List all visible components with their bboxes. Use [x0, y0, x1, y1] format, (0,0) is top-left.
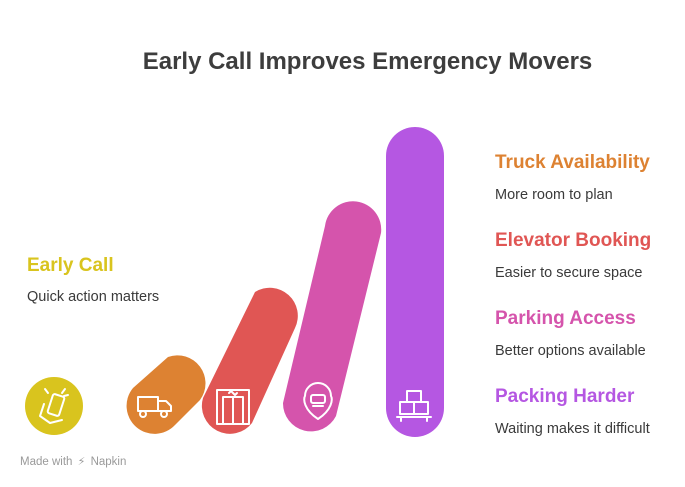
- bar-truck-availability: [126, 355, 206, 434]
- diagram-title: Early Call Improves Emergency Movers: [142, 48, 593, 75]
- bar-parking-access: [282, 201, 382, 432]
- stage-title-early-call: Early Call: [27, 255, 114, 276]
- stage-desc-packing-harder: Waiting makes it difficult: [495, 421, 650, 437]
- bar-packing-harder: [386, 127, 444, 437]
- stage-title-elevator-booking: Elevator Booking: [495, 230, 652, 251]
- truck-icon: [137, 396, 172, 418]
- napkin-logo-icon: ⚡: [77, 456, 86, 468]
- stage-title-packing-harder: Packing Harder: [495, 386, 635, 407]
- parking-pin-icon: [303, 382, 333, 420]
- boxes-icon: [396, 390, 432, 422]
- elevator-icon: [216, 389, 250, 425]
- stage-title-parking-access: Parking Access: [495, 308, 636, 329]
- watermark-brand: Napkin: [90, 456, 127, 468]
- stage-desc-truck-availability: More room to plan: [495, 187, 613, 203]
- stage-title-truck-availability: Truck Availability: [495, 152, 650, 173]
- watermark: Made with ⚡ Napkin: [20, 455, 126, 468]
- stage-desc-elevator-booking: Easier to secure space: [495, 265, 643, 281]
- circle-early-call: [25, 377, 83, 435]
- phone-hand-icon: [39, 388, 69, 424]
- watermark-prefix: Made with: [20, 456, 73, 468]
- stage-desc-parking-access: Better options available: [495, 343, 646, 359]
- stage-desc-early-call: Quick action matters: [27, 289, 160, 305]
